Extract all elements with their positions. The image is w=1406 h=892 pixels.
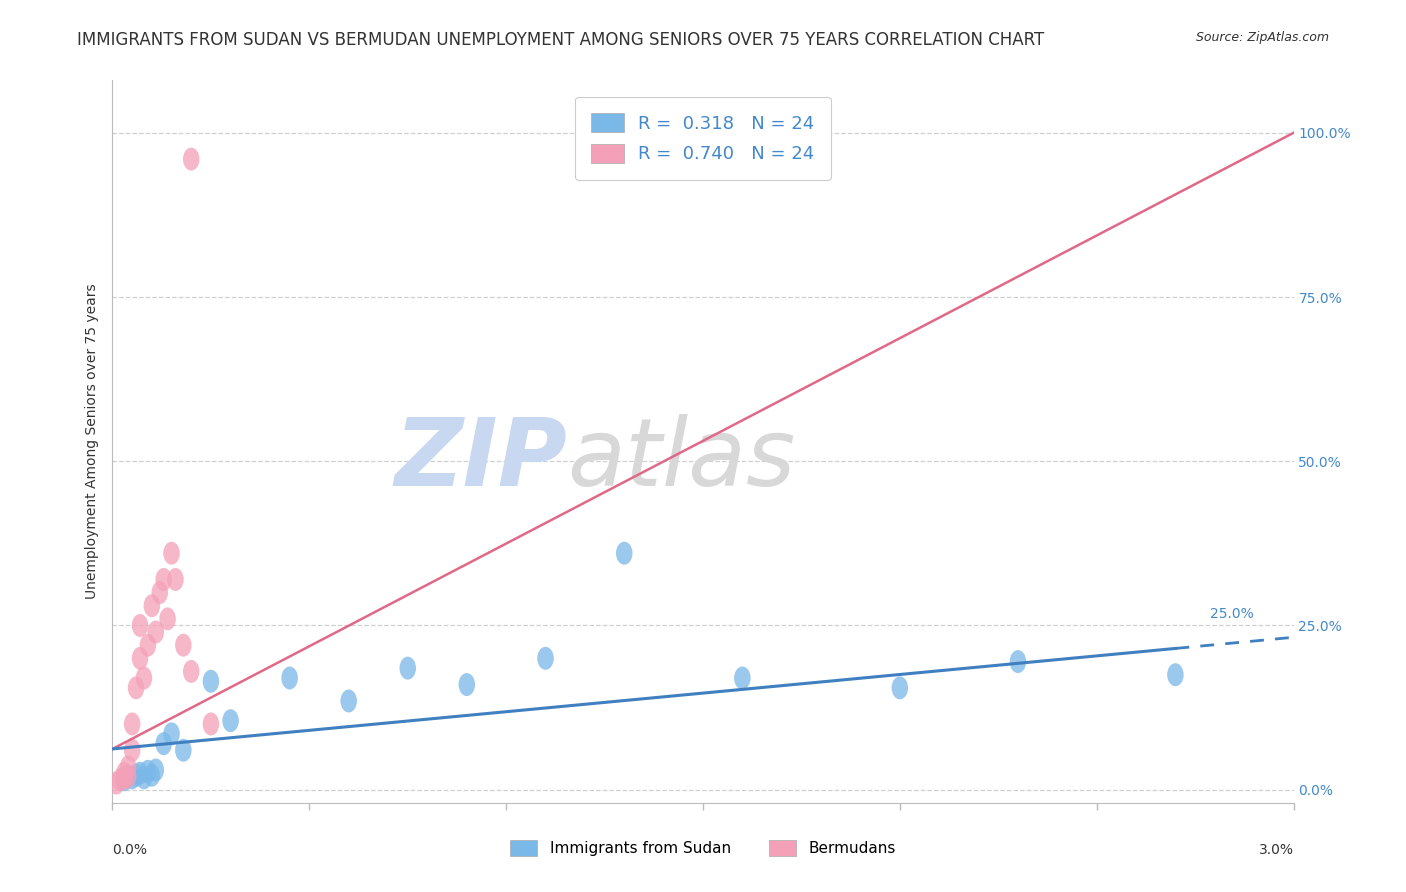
- Legend: R =  0.318   N = 24, R =  0.740   N = 24: R = 0.318 N = 24, R = 0.740 N = 24: [575, 96, 831, 179]
- Ellipse shape: [281, 666, 298, 690]
- Ellipse shape: [124, 713, 141, 736]
- Ellipse shape: [183, 660, 200, 683]
- Ellipse shape: [537, 647, 554, 670]
- Ellipse shape: [891, 676, 908, 699]
- Ellipse shape: [202, 713, 219, 736]
- Text: Source: ZipAtlas.com: Source: ZipAtlas.com: [1195, 31, 1329, 45]
- Ellipse shape: [108, 772, 125, 795]
- Ellipse shape: [152, 581, 167, 604]
- Ellipse shape: [120, 765, 136, 788]
- Ellipse shape: [734, 666, 751, 690]
- Ellipse shape: [183, 147, 200, 170]
- Ellipse shape: [458, 673, 475, 696]
- Ellipse shape: [167, 568, 184, 591]
- Ellipse shape: [120, 756, 136, 778]
- Ellipse shape: [1010, 650, 1026, 673]
- Ellipse shape: [128, 676, 145, 699]
- Ellipse shape: [120, 765, 136, 788]
- Ellipse shape: [112, 768, 128, 791]
- Ellipse shape: [176, 739, 191, 762]
- Ellipse shape: [156, 732, 172, 756]
- Ellipse shape: [159, 607, 176, 631]
- Ellipse shape: [124, 766, 141, 789]
- Ellipse shape: [132, 762, 148, 785]
- Ellipse shape: [117, 768, 132, 791]
- Ellipse shape: [136, 766, 152, 789]
- Ellipse shape: [340, 690, 357, 713]
- Ellipse shape: [117, 766, 132, 789]
- Text: 25.0%: 25.0%: [1211, 607, 1254, 621]
- Ellipse shape: [128, 764, 145, 787]
- Ellipse shape: [148, 621, 165, 643]
- Ellipse shape: [222, 709, 239, 732]
- Text: 0.0%: 0.0%: [112, 843, 148, 856]
- Text: atlas: atlas: [567, 414, 796, 505]
- Y-axis label: Unemployment Among Seniors over 75 years: Unemployment Among Seniors over 75 years: [86, 284, 100, 599]
- Ellipse shape: [1167, 664, 1184, 686]
- Ellipse shape: [143, 764, 160, 787]
- Text: 3.0%: 3.0%: [1258, 843, 1294, 856]
- Ellipse shape: [148, 758, 165, 781]
- Ellipse shape: [163, 723, 180, 746]
- Ellipse shape: [163, 541, 180, 565]
- Text: IMMIGRANTS FROM SUDAN VS BERMUDAN UNEMPLOYMENT AMONG SENIORS OVER 75 YEARS CORRE: IMMIGRANTS FROM SUDAN VS BERMUDAN UNEMPL…: [77, 31, 1045, 49]
- Ellipse shape: [136, 666, 152, 690]
- Ellipse shape: [202, 670, 219, 693]
- Ellipse shape: [132, 647, 148, 670]
- Ellipse shape: [156, 568, 172, 591]
- Ellipse shape: [139, 633, 156, 657]
- Ellipse shape: [124, 739, 141, 762]
- Ellipse shape: [139, 760, 156, 783]
- Ellipse shape: [399, 657, 416, 680]
- Ellipse shape: [143, 594, 160, 617]
- Ellipse shape: [176, 633, 191, 657]
- Ellipse shape: [117, 762, 132, 785]
- Text: ZIP: ZIP: [394, 414, 567, 506]
- Legend: Immigrants from Sudan, Bermudans: Immigrants from Sudan, Bermudans: [503, 834, 903, 862]
- Ellipse shape: [616, 541, 633, 565]
- Ellipse shape: [132, 614, 148, 637]
